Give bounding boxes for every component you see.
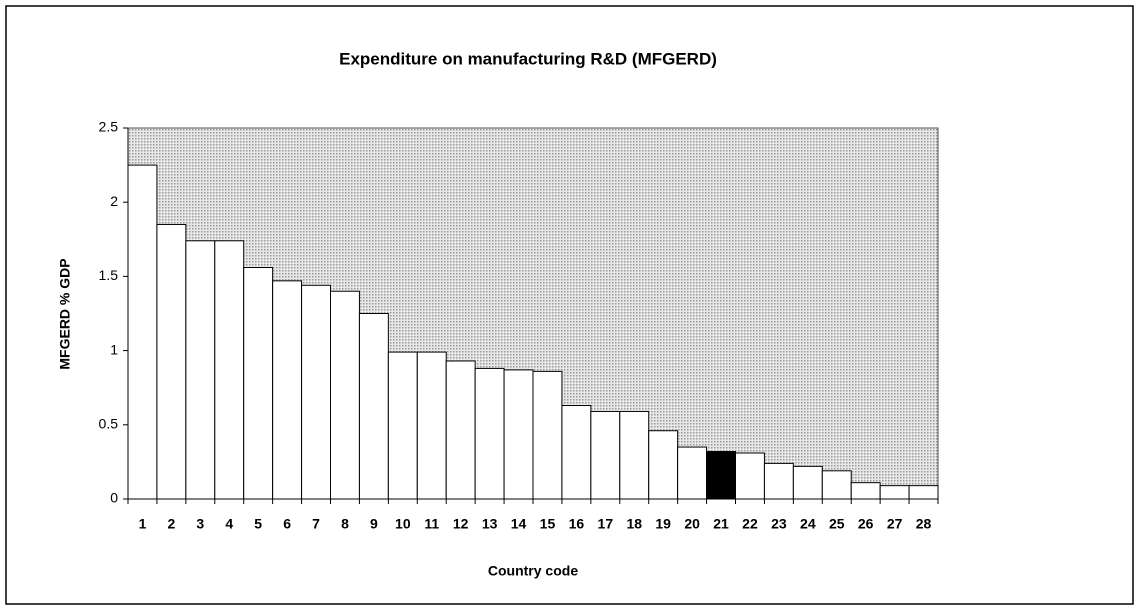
bar — [503, 369, 534, 500]
x-tick-label: 12 — [453, 516, 469, 532]
x-tick-label: 16 — [569, 516, 585, 532]
bar — [330, 290, 360, 500]
x-tick-label: 5 — [254, 516, 262, 532]
bar — [590, 410, 621, 500]
y-tick-label: 2.5 — [99, 119, 119, 135]
y-tick-label: 1 — [110, 341, 118, 357]
bar — [792, 465, 823, 500]
bar — [272, 280, 303, 500]
x-tick-label: 9 — [370, 516, 378, 532]
x-tick-label: 13 — [482, 516, 498, 532]
x-tick-label: 3 — [196, 516, 204, 532]
x-tick-label: 17 — [598, 516, 614, 532]
x-tick-label: 25 — [829, 516, 845, 532]
bar — [677, 446, 708, 500]
bar — [214, 240, 245, 500]
bar — [879, 485, 910, 500]
bar — [156, 223, 187, 500]
x-tick-label: 27 — [887, 516, 903, 532]
bar — [127, 164, 158, 500]
x-tick-label: 8 — [341, 516, 349, 532]
y-tick-label: 0.5 — [99, 416, 119, 432]
bar — [619, 410, 650, 500]
bar — [416, 351, 447, 500]
x-tick-label: 4 — [225, 516, 233, 532]
bar — [185, 240, 216, 500]
bar — [850, 482, 881, 500]
x-tick-label: 23 — [771, 516, 787, 532]
x-tick-label: 19 — [655, 516, 671, 532]
x-tick-label: 20 — [684, 516, 700, 532]
x-tick-label: 14 — [511, 516, 527, 532]
x-tick-label: 7 — [312, 516, 320, 532]
x-tick-label: 28 — [916, 516, 932, 532]
x-tick-label: 1 — [139, 516, 147, 532]
bar — [474, 367, 505, 500]
frame — [5, 5, 1134, 605]
bar — [445, 360, 476, 500]
bar — [735, 452, 765, 500]
x-tick-label: 10 — [395, 516, 411, 532]
x-tick-label: 2 — [167, 516, 175, 532]
x-tick-label: 18 — [626, 516, 642, 532]
x-tick-label: 15 — [540, 516, 556, 532]
y-tick-label: 2 — [110, 193, 118, 209]
y-tick-label: 1.5 — [99, 267, 119, 283]
x-axis-label: Country code — [488, 563, 578, 579]
bar — [763, 462, 794, 500]
bar — [532, 370, 563, 500]
bar — [908, 485, 939, 500]
x-tick-label: 22 — [742, 516, 758, 532]
bar — [648, 430, 679, 500]
y-tick-label: 0 — [110, 490, 118, 506]
chart-title: Expenditure on manufacturing R&D (MFGERD… — [339, 49, 717, 68]
bar — [358, 313, 389, 500]
x-tick-label: 6 — [283, 516, 291, 532]
bar — [706, 451, 736, 500]
x-tick-label: 11 — [424, 516, 439, 532]
x-tick-label: 21 — [713, 516, 729, 532]
bar — [243, 266, 274, 500]
bar — [301, 284, 332, 500]
bar — [561, 405, 592, 500]
y-axis-label: MFGERD % GDP — [57, 258, 73, 369]
x-tick-label: 24 — [800, 516, 816, 532]
x-tick-label: 26 — [858, 516, 874, 532]
bar — [387, 351, 418, 500]
bar — [821, 470, 852, 500]
